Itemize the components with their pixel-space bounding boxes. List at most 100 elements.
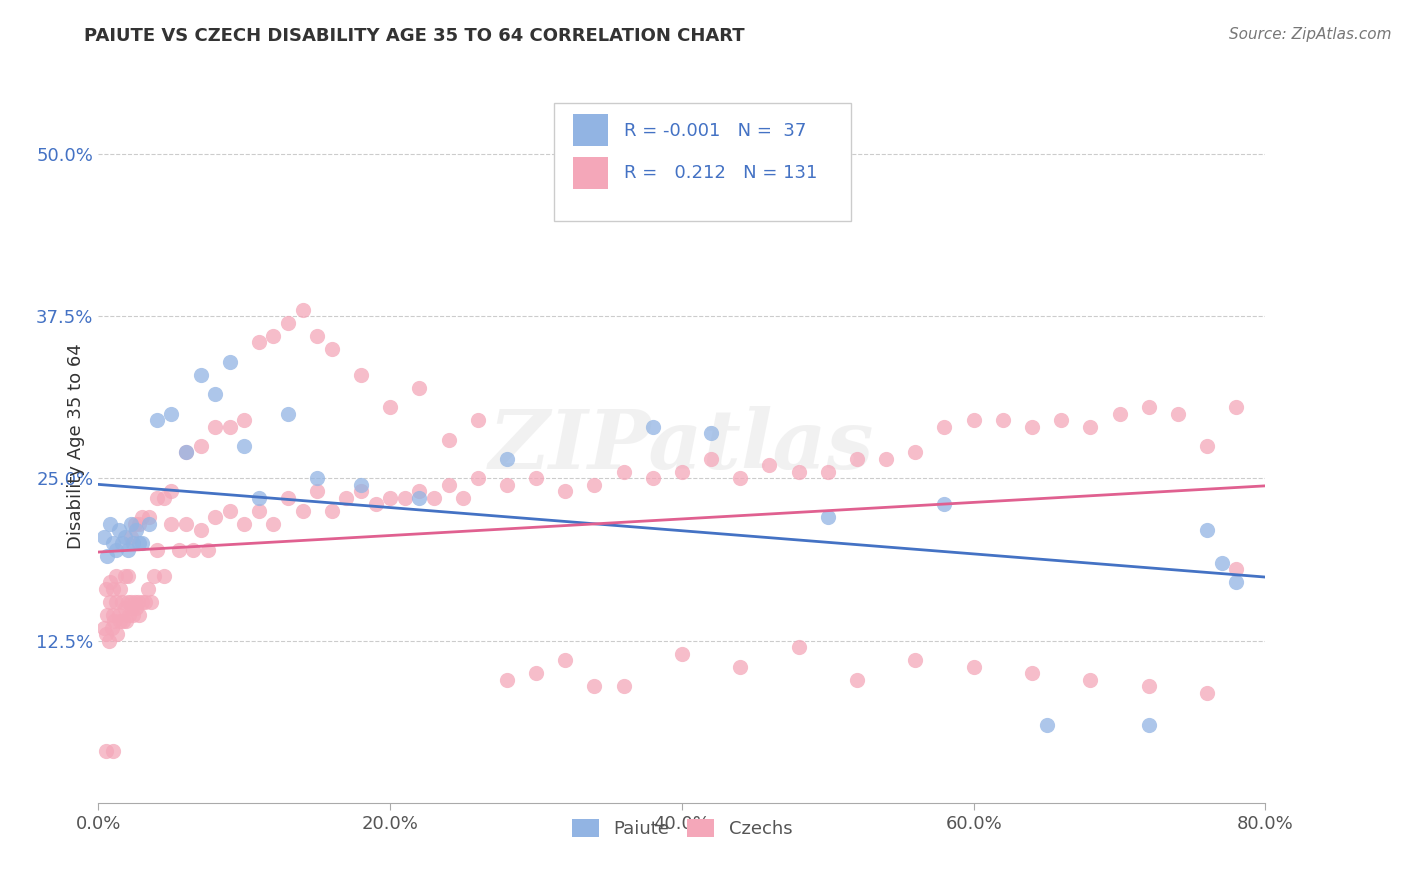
Point — [524, 471, 547, 485]
Point — [350, 478, 373, 492]
Point — [131, 510, 153, 524]
Point — [98, 516, 121, 531]
Point — [1167, 407, 1189, 421]
Point — [247, 491, 270, 505]
Point — [204, 419, 226, 434]
Point — [496, 452, 519, 467]
Point — [174, 516, 197, 531]
Point — [277, 407, 299, 421]
Point — [139, 595, 162, 609]
Point — [97, 633, 120, 648]
Point — [437, 478, 460, 492]
Point — [904, 653, 927, 667]
Point — [962, 659, 984, 673]
Point — [350, 484, 373, 499]
Point — [94, 627, 117, 641]
Text: Source: ZipAtlas.com: Source: ZipAtlas.com — [1229, 27, 1392, 42]
Point — [394, 491, 416, 505]
Point — [174, 445, 197, 459]
Y-axis label: Disability Age 35 to 64: Disability Age 35 to 64 — [66, 343, 84, 549]
Point — [700, 425, 723, 440]
Point — [233, 516, 256, 531]
Point — [554, 484, 576, 499]
Point — [181, 542, 204, 557]
Point — [408, 491, 430, 505]
Point — [904, 445, 927, 459]
Point — [110, 582, 132, 596]
Point — [101, 536, 124, 550]
Point — [671, 647, 693, 661]
Point — [335, 491, 357, 505]
Point — [496, 478, 519, 492]
Point — [524, 666, 547, 681]
Point — [350, 368, 373, 382]
Point — [307, 471, 329, 485]
Point — [817, 510, 839, 524]
Point — [93, 530, 115, 544]
Point — [583, 679, 606, 693]
Point — [787, 465, 810, 479]
Point — [1195, 685, 1218, 699]
Point — [115, 614, 138, 628]
Point — [846, 452, 869, 467]
Point — [101, 744, 124, 758]
Point — [114, 568, 136, 582]
Point — [321, 504, 343, 518]
Point — [204, 387, 226, 401]
Point — [96, 607, 118, 622]
Point — [641, 471, 664, 485]
Point — [934, 419, 956, 434]
Point — [110, 614, 132, 628]
Point — [128, 607, 150, 622]
Point — [321, 342, 343, 356]
Point — [190, 368, 212, 382]
Point — [104, 542, 127, 557]
Point — [108, 607, 131, 622]
Point — [101, 582, 124, 596]
Point — [277, 491, 299, 505]
Point — [146, 413, 169, 427]
Legend: Paiute, Czechs: Paiute, Czechs — [562, 810, 801, 847]
Point — [131, 536, 153, 550]
Point — [291, 302, 314, 317]
Point — [160, 484, 183, 499]
Point — [291, 504, 314, 518]
Point — [758, 458, 780, 473]
Point — [125, 524, 148, 538]
Point — [437, 433, 460, 447]
Point — [247, 504, 270, 518]
Point — [146, 491, 169, 505]
Point — [1035, 718, 1057, 732]
Text: ZIPatlas: ZIPatlas — [489, 406, 875, 486]
Point — [612, 679, 634, 693]
Point — [142, 568, 165, 582]
Point — [122, 607, 145, 622]
Point — [408, 381, 430, 395]
Point — [247, 335, 270, 350]
Point — [218, 354, 240, 368]
Point — [962, 413, 984, 427]
Point — [94, 582, 117, 596]
Point — [134, 595, 156, 609]
Point — [197, 542, 219, 557]
Point — [730, 471, 752, 485]
Point — [612, 465, 634, 479]
Point — [233, 439, 256, 453]
Point — [127, 595, 149, 609]
Point — [190, 524, 212, 538]
Point — [1195, 524, 1218, 538]
Point — [1137, 400, 1160, 414]
Point — [103, 614, 125, 628]
FancyBboxPatch shape — [574, 114, 609, 146]
Point — [1211, 556, 1233, 570]
Point — [138, 516, 160, 531]
Point — [700, 452, 723, 467]
Point — [307, 484, 329, 499]
Point — [380, 400, 402, 414]
Point — [167, 542, 190, 557]
Point — [991, 413, 1014, 427]
Point — [671, 465, 693, 479]
Point — [111, 595, 134, 609]
Point — [96, 549, 118, 564]
Point — [1080, 419, 1102, 434]
